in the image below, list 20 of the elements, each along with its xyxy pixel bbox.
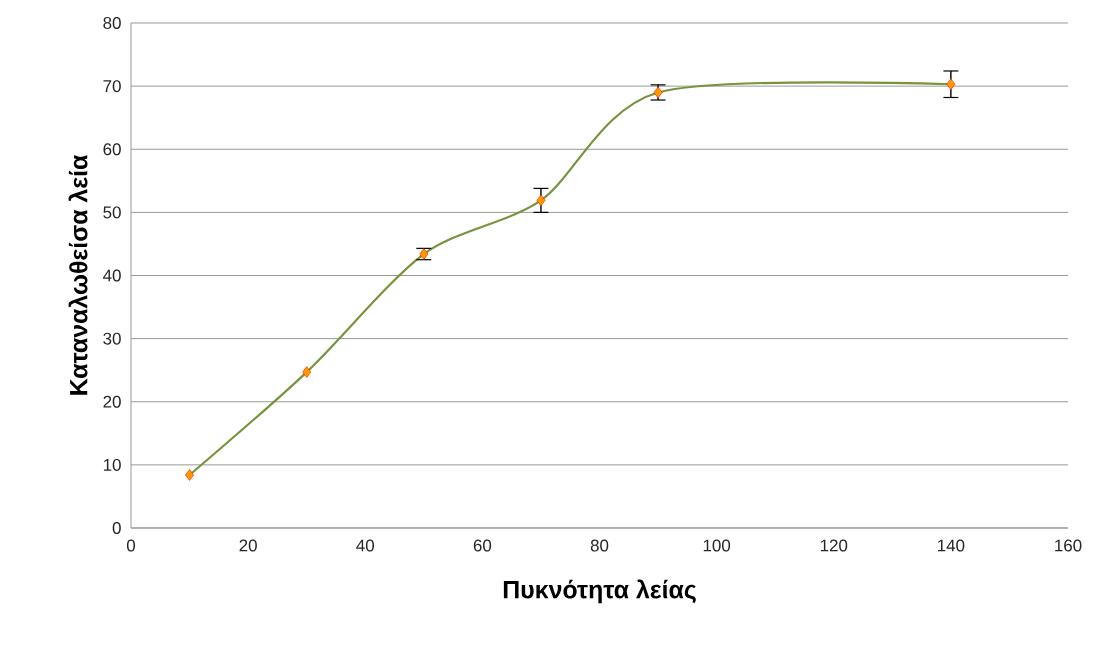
y-tick-label: 30 (103, 332, 121, 345)
x-tick-label: 140 (938, 539, 965, 552)
x-tick-label: 80 (590, 539, 609, 552)
y-tick-label: 20 (103, 395, 121, 408)
x-axis-title: Πυκνότητα λείας (503, 579, 696, 604)
y-tick-label: 0 (112, 522, 121, 534)
x-tick-label: 160 (1055, 539, 1082, 552)
y-tick-label: 10 (103, 458, 121, 471)
y-tick-label: 50 (103, 206, 121, 219)
y-tick-label: 40 (103, 269, 121, 282)
x-tick-label: 20 (239, 539, 257, 552)
x-tick-label: 100 (703, 539, 731, 552)
x-tick-label: 120 (820, 539, 848, 552)
y-tick-label: 70 (103, 80, 121, 93)
x-tick-label: 0 (126, 539, 136, 552)
y-axis-title: Καταναλωθείσα λεία (68, 154, 88, 395)
y-tick-label: 80 (103, 17, 121, 30)
y-tick-label: 60 (103, 143, 121, 156)
x-tick-label: 60 (473, 539, 492, 552)
x-tick-label: 40 (356, 539, 375, 552)
